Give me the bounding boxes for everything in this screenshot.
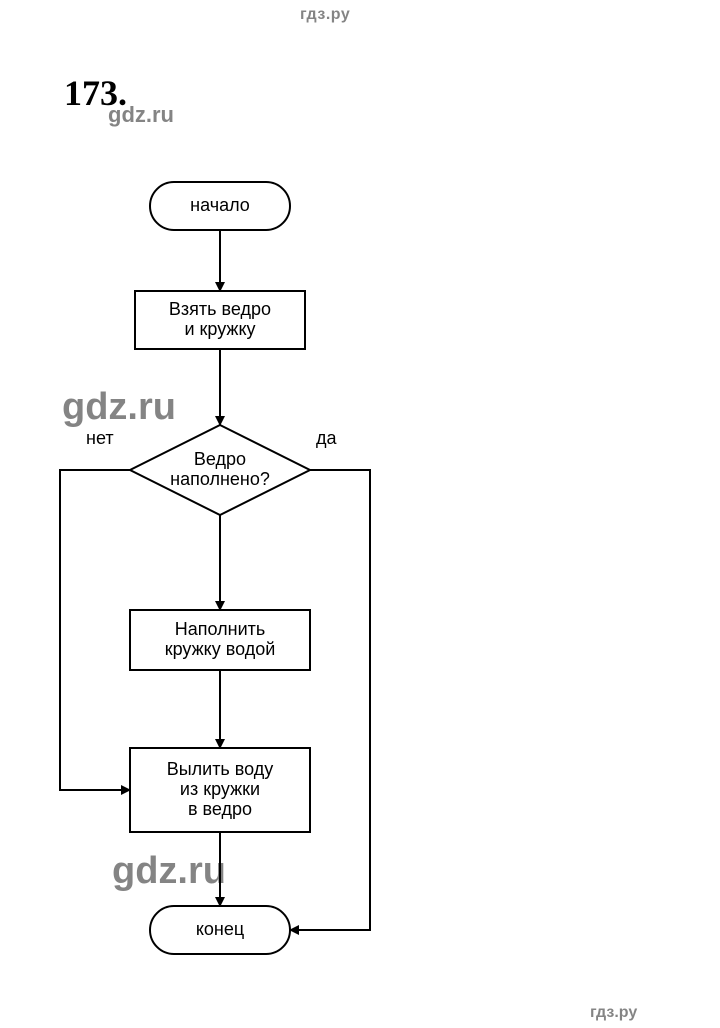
node-text-take-0: Взять ведро: [169, 299, 271, 319]
node-take: Взять ведрои кружку: [135, 291, 305, 349]
node-text-take-1: и кружку: [184, 319, 255, 339]
node-text-pour-2: в ведро: [188, 799, 252, 819]
edge-check-no-pour-loop: [60, 470, 130, 790]
node-text-pour-1: из кружки: [180, 779, 260, 799]
node-fill: Наполнитькружку водой: [130, 610, 310, 670]
node-text-start-0: начало: [190, 195, 250, 215]
node-end: конец: [150, 906, 290, 954]
node-pour: Вылить водуиз кружкив ведро: [130, 748, 310, 832]
edge-label-нет: нет: [86, 428, 114, 448]
node-text-fill-0: Наполнить: [175, 619, 266, 639]
node-check: Ведронаполнено?: [130, 425, 310, 515]
edge-label-да: да: [316, 428, 338, 448]
node-text-check-0: Ведро: [194, 449, 246, 469]
edge-check-yes-end-side: [290, 470, 370, 930]
node-text-end-0: конец: [196, 919, 244, 939]
node-start: начало: [150, 182, 290, 230]
node-text-fill-1: кружку водой: [165, 639, 276, 659]
flowchart: начало Взять ведрои кружку Ведронаполнено?…: [0, 0, 720, 1028]
node-text-check-1: наполнено?: [170, 469, 270, 489]
node-text-pour-0: Вылить воду: [167, 759, 274, 779]
